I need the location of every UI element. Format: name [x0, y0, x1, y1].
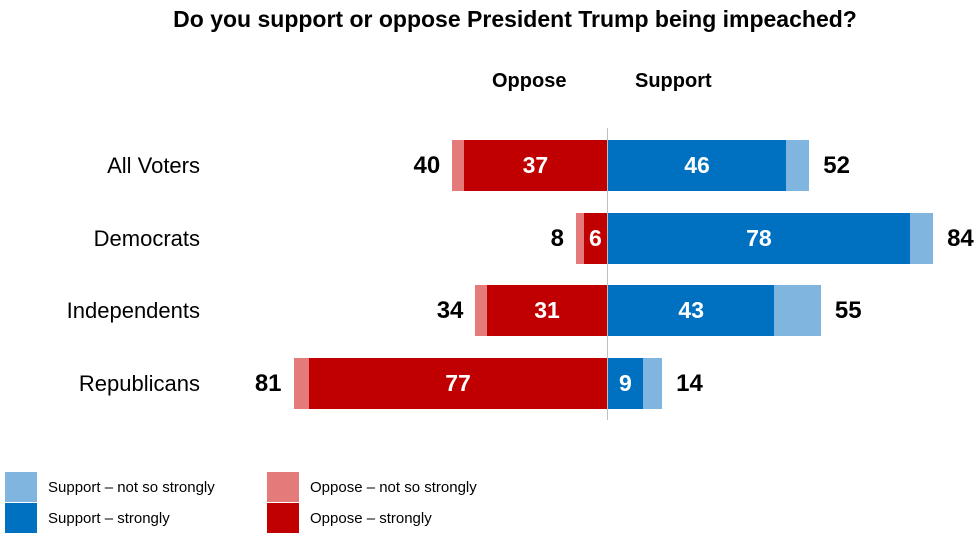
- data-label-support-strongly: 43: [678, 297, 704, 323]
- data-label-oppose-total: 40: [413, 152, 441, 179]
- legend-label: Support – not so strongly: [48, 479, 215, 496]
- bar-support-strongly: [608, 285, 775, 336]
- oppose-header: Oppose: [492, 70, 567, 92]
- support-header: Support: [635, 70, 712, 92]
- bar-oppose-strongly: [309, 358, 607, 409]
- legend-swatch-support-not-strongly: [5, 472, 37, 502]
- data-label-support-total: 84: [947, 225, 974, 252]
- data-label-oppose-total: 8: [550, 225, 565, 252]
- bar-support-strongly: [608, 213, 910, 264]
- data-label-oppose-strongly: 6: [588, 225, 602, 251]
- legend-label: Support – strongly: [48, 510, 170, 527]
- data-label-oppose-strongly: 37: [522, 152, 549, 178]
- legend-swatch-oppose-strongly: [267, 503, 299, 533]
- data-label-oppose-strongly: 77: [445, 370, 471, 396]
- data-label-support-strongly: 46: [684, 152, 710, 178]
- bar-oppose-not-strongly: [576, 213, 584, 264]
- category-label: Republicans: [78, 371, 200, 396]
- bar-oppose-strongly: [463, 140, 607, 191]
- data-label-support-total: 14: [676, 370, 703, 397]
- data-label-support-strongly: 9: [619, 370, 632, 396]
- category-label: All Voters: [107, 153, 200, 178]
- data-label-oppose-total: 34: [436, 297, 464, 324]
- legend-swatch-oppose-not-strongly: [267, 472, 299, 502]
- bar-oppose-not-strongly: [475, 285, 488, 336]
- data-label-support-total: 55: [834, 297, 862, 324]
- chart-title: Do you support or oppose President Trump…: [173, 6, 857, 32]
- data-label-support-total: 52: [823, 152, 850, 179]
- bar-support-strongly: [608, 140, 787, 191]
- bar-oppose-strongly: [487, 285, 607, 336]
- bar-support-not-strongly: [909, 213, 934, 264]
- legend-label: Oppose – strongly: [310, 510, 432, 527]
- category-label: Democrats: [93, 226, 200, 251]
- bar-oppose-strongly: [583, 213, 607, 264]
- data-label-oppose-total: 81: [254, 370, 282, 397]
- bar-support-not-strongly: [786, 140, 810, 191]
- bar-support-not-strongly: [642, 358, 663, 409]
- bar-oppose-not-strongly: [452, 140, 464, 191]
- data-label-support-strongly: 78: [746, 225, 772, 251]
- data-label-oppose-strongly: 31: [534, 297, 560, 323]
- center-axis-line: [607, 128, 608, 420]
- bar-support-strongly: [608, 358, 643, 409]
- legend-swatch-support-strongly: [5, 503, 37, 533]
- category-label: Independents: [66, 298, 200, 323]
- bar-oppose-not-strongly: [293, 358, 309, 409]
- legend-label: Oppose – not so strongly: [310, 479, 477, 496]
- bar-support-not-strongly: [774, 285, 821, 336]
